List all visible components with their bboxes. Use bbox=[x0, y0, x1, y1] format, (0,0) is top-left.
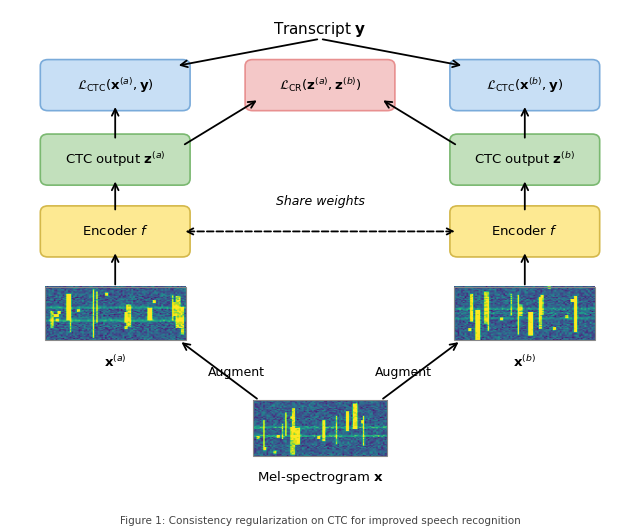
Bar bbox=[253, 401, 387, 456]
Text: CTC output $\mathbf{z}^{(a)}$: CTC output $\mathbf{z}^{(a)}$ bbox=[65, 150, 166, 169]
FancyBboxPatch shape bbox=[40, 134, 190, 185]
Text: Encoder $f$: Encoder $f$ bbox=[82, 225, 148, 238]
Text: Share weights: Share weights bbox=[276, 195, 364, 208]
FancyBboxPatch shape bbox=[245, 60, 395, 111]
FancyBboxPatch shape bbox=[450, 60, 600, 111]
FancyBboxPatch shape bbox=[40, 206, 190, 257]
Text: Mel-spectrogram $\mathbf{x}$: Mel-spectrogram $\mathbf{x}$ bbox=[257, 469, 383, 486]
Bar bbox=[454, 287, 595, 340]
Text: Encoder $f$: Encoder $f$ bbox=[492, 225, 558, 238]
Text: $\mathcal{L}_{\mathrm{CTC}}(\mathbf{x}^{(b)},\mathbf{y})$: $\mathcal{L}_{\mathrm{CTC}}(\mathbf{x}^{… bbox=[486, 76, 563, 95]
FancyBboxPatch shape bbox=[450, 206, 600, 257]
Text: CTC output $\mathbf{z}^{(b)}$: CTC output $\mathbf{z}^{(b)}$ bbox=[474, 150, 575, 169]
Text: Transcript $\mathbf{y}$: Transcript $\mathbf{y}$ bbox=[273, 20, 367, 39]
FancyBboxPatch shape bbox=[40, 60, 190, 111]
Text: Augment: Augment bbox=[374, 366, 432, 379]
Text: $\mathcal{L}_{\mathrm{CR}}(\mathbf{z}^{(a)},\mathbf{z}^{(b)})$: $\mathcal{L}_{\mathrm{CR}}(\mathbf{z}^{(… bbox=[278, 76, 362, 94]
Text: Figure 1: Consistency regularization on CTC for improved speech recognition: Figure 1: Consistency regularization on … bbox=[120, 516, 520, 526]
FancyBboxPatch shape bbox=[450, 134, 600, 185]
Text: $\mathbf{x}^{(b)}$: $\mathbf{x}^{(b)}$ bbox=[513, 354, 536, 370]
Text: $\mathcal{L}_{\mathrm{CTC}}(\mathbf{x}^{(a)},\mathbf{y})$: $\mathcal{L}_{\mathrm{CTC}}(\mathbf{x}^{… bbox=[77, 76, 154, 95]
Bar bbox=[45, 287, 186, 340]
Text: Augment: Augment bbox=[208, 366, 266, 379]
Text: $\mathbf{x}^{(a)}$: $\mathbf{x}^{(a)}$ bbox=[104, 354, 127, 370]
